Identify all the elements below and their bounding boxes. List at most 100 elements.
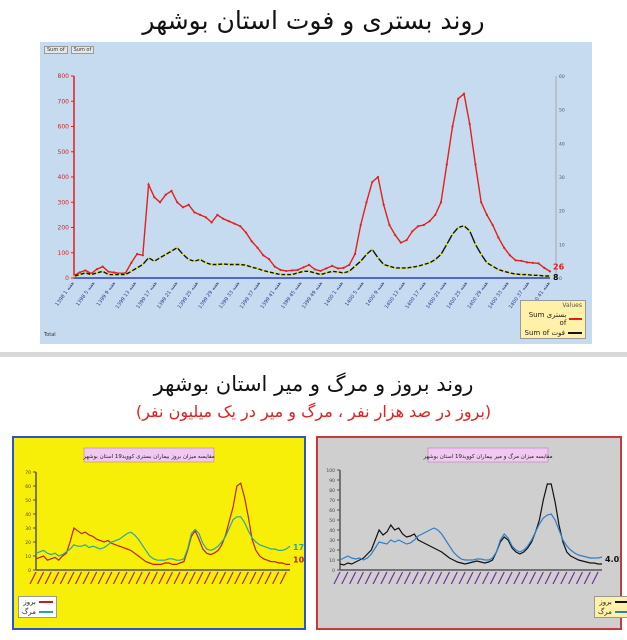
x-tick-mark	[474, 571, 482, 585]
data-point	[457, 226, 460, 229]
x-tick-mark	[568, 571, 576, 585]
y-tick-label-left: 50	[329, 518, 335, 524]
data-point	[330, 264, 334, 267]
legend-item-mortality[interactable]: مرگ	[19, 607, 56, 617]
data-point	[543, 274, 546, 278]
data-point	[279, 268, 282, 272]
data-point	[285, 269, 288, 273]
legend-item-mortality[interactable]: مرگ	[595, 607, 627, 617]
data-point	[199, 213, 202, 216]
data-point	[503, 246, 506, 249]
x-tick-mark	[249, 571, 257, 585]
x-tick-label: 1400 هفته 33	[487, 280, 510, 310]
data-point	[485, 213, 489, 216]
y-tick-label-left: 10	[25, 554, 31, 560]
legend-swatch-red	[38, 601, 53, 603]
legend-item-death[interactable]: فوت Sum of	[521, 328, 585, 338]
series-line-0	[339, 483, 602, 566]
x-tick-mark	[427, 571, 435, 585]
x-tick-mark	[403, 571, 411, 585]
toolbar-button-1[interactable]: Sum of	[44, 46, 68, 54]
data-point	[371, 180, 374, 184]
data-point	[497, 268, 500, 271]
x-tick-mark	[150, 571, 158, 585]
data-point	[394, 233, 397, 237]
legend-item-incidence[interactable]: بروز	[595, 597, 627, 607]
data-point	[353, 265, 357, 268]
data-point	[434, 213, 437, 216]
data-point	[256, 246, 259, 249]
data-point	[101, 270, 104, 273]
x-tick-mark	[67, 571, 75, 585]
series-line-0	[73, 92, 551, 277]
x-tick-mark	[165, 571, 174, 585]
series-end-label: 8	[553, 273, 559, 282]
data-point	[285, 273, 288, 276]
x-tick-mark	[552, 571, 560, 585]
data-point	[503, 270, 506, 273]
data-point	[382, 263, 385, 266]
data-point	[439, 201, 443, 204]
hospitalization-chart: 0 100 200 300 400 500 600 700 800 0 10 20 30 40 50 60 13…	[54, 73, 565, 310]
chart-legend-gray: بروز مرگ	[594, 596, 627, 618]
legend-item-incidence[interactable]: بروز	[19, 597, 56, 607]
data-point	[514, 272, 517, 276]
x-tick-mark	[226, 571, 234, 585]
toolbar-button-2[interactable]: Sum of	[70, 46, 95, 54]
incidence-chart-yellow: مقایسه میزان بروز بیماران بستری کووید19 …	[25, 447, 304, 585]
x-tick-mark	[29, 571, 37, 585]
y-tick-label-left: 0	[28, 568, 31, 574]
data-point	[78, 273, 81, 276]
x-tick-mark	[128, 571, 136, 585]
x-tick-mark	[575, 571, 583, 585]
data-point	[348, 263, 351, 266]
legend-label: مرگ	[598, 608, 612, 616]
x-tick-label: 1399 هفته 49	[301, 280, 324, 310]
data-point	[457, 97, 460, 100]
legend-label: فوت Sum of	[524, 329, 565, 337]
data-point	[371, 248, 374, 251]
hospitalization-chart-panel: Sum of Sum of 0 100 200 300 400 500 600 700 800 0…	[40, 42, 592, 344]
data-point	[187, 258, 190, 261]
data-point	[164, 193, 167, 196]
legend-item-hospital[interactable]: بستری Sum of	[521, 310, 585, 328]
data-point	[267, 270, 271, 274]
x-tick-mark	[458, 571, 466, 585]
data-point	[376, 175, 380, 179]
y-tick-label-left: 600	[58, 124, 70, 131]
data-point	[141, 263, 144, 266]
data-point	[308, 263, 311, 266]
x-tick-mark	[513, 571, 521, 585]
y-tick-label-left: 30	[25, 526, 31, 532]
x-tick-mark	[44, 571, 52, 585]
y-tick-label-left: 30	[329, 538, 335, 544]
panel-title-box	[83, 447, 215, 463]
data-point	[147, 256, 150, 259]
y-tick-label-right: 50	[559, 108, 565, 114]
x-tick-label: 1399 هفته 21	[156, 280, 179, 310]
data-point	[491, 223, 494, 227]
x-tick-mark	[372, 571, 380, 585]
data-point	[199, 258, 202, 261]
data-point	[78, 271, 81, 274]
x-tick-mark	[120, 571, 128, 585]
data-point	[267, 257, 271, 261]
data-point	[405, 239, 408, 242]
data-point	[325, 267, 328, 270]
data-point	[302, 266, 305, 269]
y-tick-label-left: 90	[329, 478, 335, 484]
data-point	[153, 196, 156, 199]
data-point	[164, 253, 167, 256]
data-point	[176, 201, 179, 204]
x-tick-label: 1398 هفته 5	[75, 280, 96, 307]
series-line-1	[73, 225, 550, 277]
x-tick-mark	[90, 571, 98, 585]
data-point	[250, 266, 253, 269]
data-point	[130, 270, 133, 273]
data-point	[95, 271, 99, 275]
incidence-chart-yellow-panel: مقایسه میزان بروز بیماران بستری کووید19 …	[12, 436, 306, 630]
data-point	[497, 236, 500, 239]
data-point	[508, 254, 511, 257]
legend-swatch-blue	[614, 611, 627, 613]
y-tick-label-left: 60	[25, 484, 31, 490]
